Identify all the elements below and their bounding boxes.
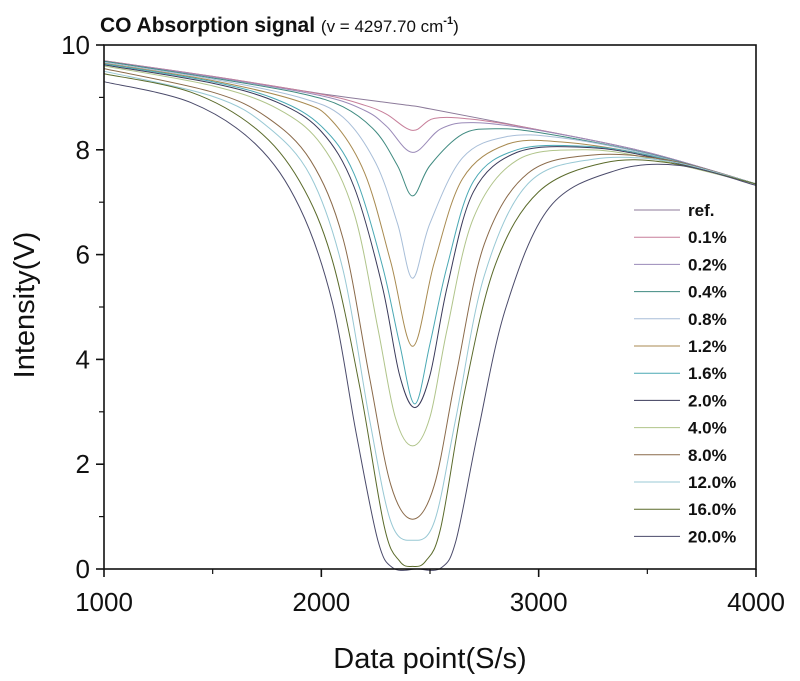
legend-label-8: 4.0% — [688, 419, 727, 438]
chart-title-open: ( — [320, 17, 327, 36]
series-line-11 — [103, 73, 757, 567]
legend-label-12: 20.0% — [688, 527, 736, 546]
series-line-10 — [103, 70, 757, 541]
chart-title-main: CO Absorption signal — [100, 14, 316, 37]
y-tick-label: 0 — [76, 554, 90, 584]
axes: 1000 2000 3000 4000 0 2 4 6 8 10 — [61, 30, 785, 617]
chart-title-close: ) — [453, 17, 459, 36]
series-line-8 — [103, 65, 757, 447]
legend-label-2: 0.2% — [688, 255, 727, 274]
legend-label-4: 0.8% — [688, 310, 727, 329]
series-line-7 — [103, 64, 757, 409]
series-line-3 — [103, 60, 757, 197]
series-line-9 — [103, 68, 757, 520]
series-line-5 — [103, 62, 757, 347]
legend-label-10: 12.0% — [688, 473, 736, 492]
series-line-6 — [103, 63, 757, 405]
legend-label-5: 1.2% — [688, 337, 727, 356]
legend-label-3: 0.4% — [688, 283, 727, 302]
y-tick-label: 8 — [76, 135, 90, 165]
y-tick-label: 6 — [76, 240, 90, 270]
legend-label-9: 8.0% — [688, 446, 727, 465]
legend: ref. 0.1% 0.2% 0.4% 0.8% 1.2% 1.6% 2.0% 4.0% 8.0%… — [634, 201, 736, 546]
legend-label-6: 1.6% — [688, 364, 727, 383]
plot-frame — [103, 44, 757, 570]
chart-title-wavenumber: v = 4297.70 cm — [326, 17, 444, 36]
x-tick-label: 4000 — [727, 587, 785, 617]
legend-label-11: 16.0% — [688, 500, 736, 519]
x-tick-label: 2000 — [292, 587, 350, 617]
legend-label-1: 0.1% — [688, 228, 727, 247]
chart-title: CO Absorption signal (v = 4297.70 cm-1) — [100, 4, 459, 38]
y-tick-label: 10 — [61, 30, 90, 60]
x-tick-label: 3000 — [510, 587, 568, 617]
y-axis-title: Intensity(V) — [9, 232, 41, 379]
series-curves — [103, 60, 757, 571]
series-line-2 — [103, 60, 757, 185]
legend-label-0: ref. — [688, 201, 714, 220]
y-tick-label: 2 — [76, 449, 90, 479]
x-tick-label: 1000 — [75, 587, 133, 617]
x-axis-title: Data point(S/s) — [333, 643, 526, 675]
legend-label-7: 2.0% — [688, 391, 727, 410]
series-line-4 — [103, 61, 757, 279]
chart-title-exponent: -1 — [443, 15, 454, 27]
y-tick-label: 4 — [76, 344, 90, 374]
